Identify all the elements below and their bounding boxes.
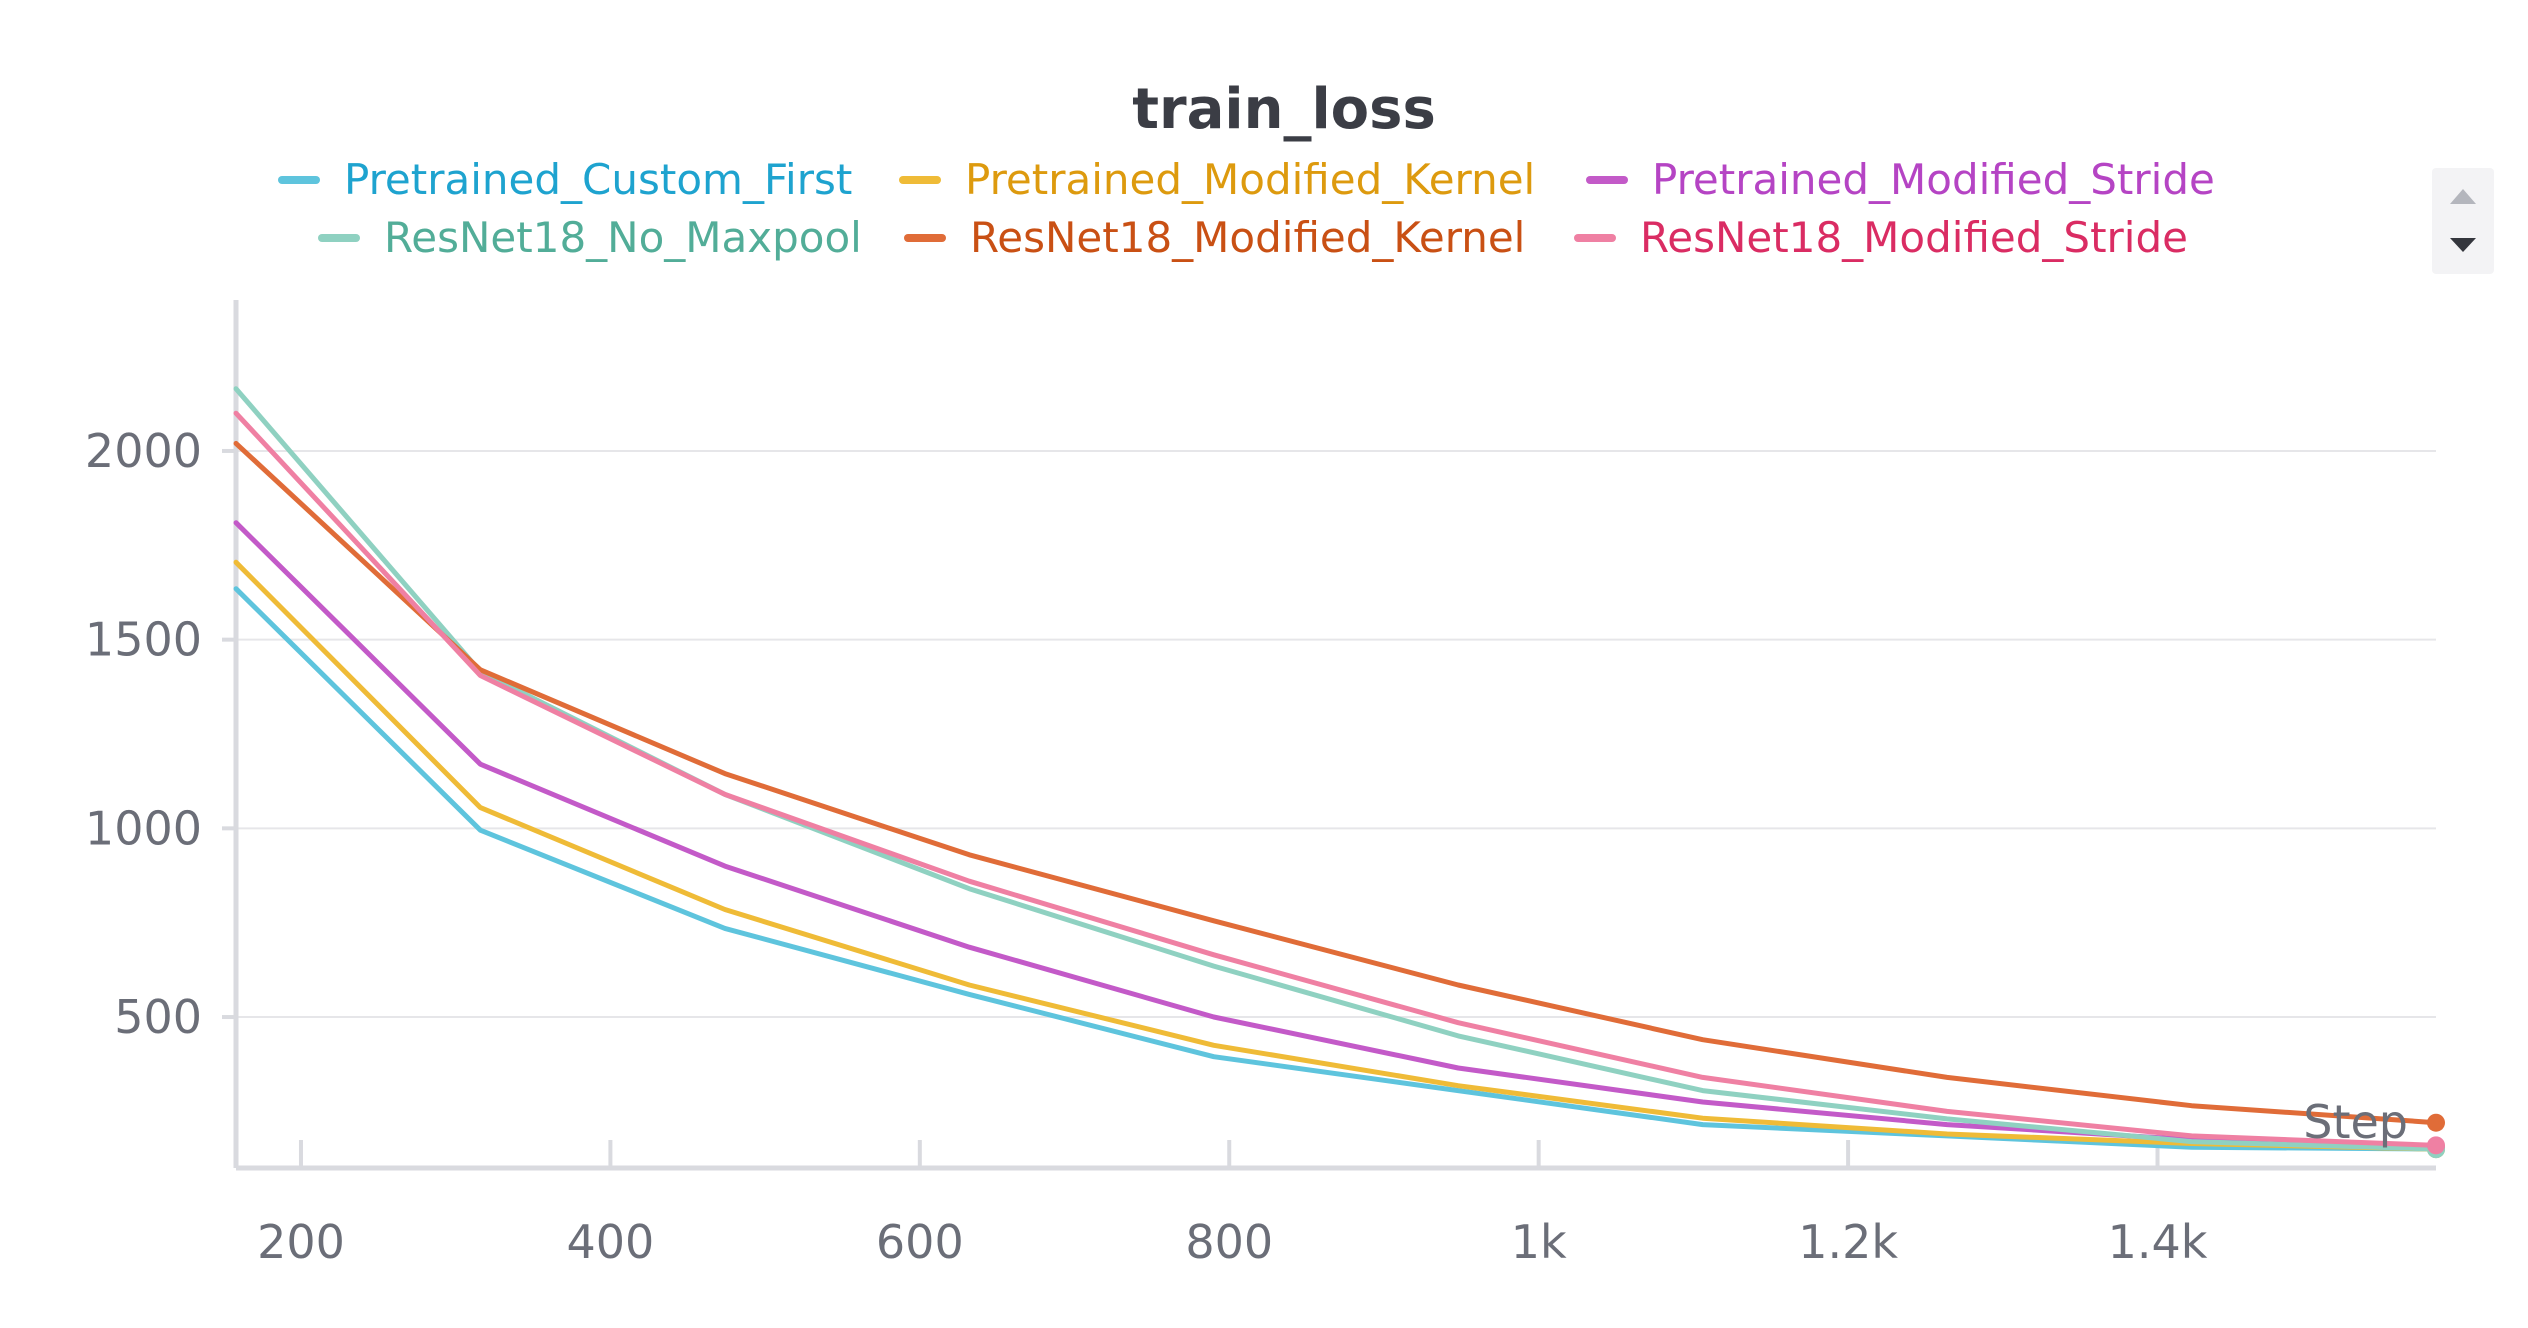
series-end-point-ResNet18_Modified_Stride xyxy=(2427,1136,2445,1155)
x-tick-label: 400 xyxy=(566,1215,654,1269)
series-line-ResNet18_Modified_Stride xyxy=(233,410,2439,1148)
x-tick-label: 600 xyxy=(876,1215,964,1269)
legend-label: ResNet18_No_Maxpool xyxy=(384,213,862,262)
x-tick-label: 1k xyxy=(1511,1215,1567,1269)
y-tick-label: 1500 xyxy=(85,613,202,667)
triangle-down-icon[interactable] xyxy=(2450,238,2476,252)
y-tick-label: 1000 xyxy=(85,801,202,855)
legend-scroll-track xyxy=(2432,168,2494,274)
series-lines xyxy=(233,386,2439,1152)
series-line-Pretrained_Modified_Stride xyxy=(233,520,2439,1150)
x-tick-label: 200 xyxy=(257,1215,345,1269)
x-axis-label: Step xyxy=(2303,1095,2408,1149)
series-line-Pretrained_Modified_Kernel xyxy=(233,559,2439,1152)
legend-item[interactable]: Pretrained_Modified_Stride xyxy=(1586,155,2215,204)
x-tick-label: 1.2k xyxy=(1798,1215,1898,1269)
x-axis-ticks: 200 400 600 800 1k 1.2k 1.4k xyxy=(257,1140,2208,1269)
legend-label: Pretrained_Modified_Kernel xyxy=(965,155,1535,204)
legend-label: Pretrained_Modified_Stride xyxy=(1652,155,2215,204)
series-line-ResNet18_Modified_Kernel xyxy=(233,440,2439,1126)
x-tick-label: 800 xyxy=(1185,1215,1273,1269)
legend-item[interactable]: ResNet18_No_Maxpool xyxy=(318,213,862,262)
x-tick-label: 1.4k xyxy=(2108,1215,2208,1269)
legend-item[interactable]: Pretrained_Modified_Kernel xyxy=(899,155,1535,204)
y-tick-label: 500 xyxy=(114,990,202,1044)
y-axis-ticks: 500 1000 1500 2000 xyxy=(85,424,236,1044)
chart-title: train_loss xyxy=(1132,77,1436,142)
series-end-point-ResNet18_Modified_Kernel xyxy=(2427,1113,2445,1132)
triangle-up-icon[interactable] xyxy=(2450,189,2476,204)
legend-label: Pretrained_Custom_First xyxy=(344,155,852,204)
legend-scroll[interactable] xyxy=(2432,168,2494,274)
axes xyxy=(233,300,2436,1171)
legend-label: ResNet18_Modified_Stride xyxy=(1640,213,2188,262)
series-line-ResNet18_No_Maxpool xyxy=(233,386,2439,1152)
legend-item[interactable]: Pretrained_Custom_First xyxy=(278,155,852,204)
legend-label: ResNet18_Modified_Kernel xyxy=(970,213,1525,262)
series-line-Pretrained_Custom_First xyxy=(233,586,2439,1152)
y-tick-label: 2000 xyxy=(85,424,202,478)
grid xyxy=(236,449,2436,1019)
legend-item[interactable]: ResNet18_Modified_Kernel xyxy=(904,213,1525,262)
legend-item[interactable]: ResNet18_Modified_Stride xyxy=(1574,213,2188,262)
series-end-points xyxy=(2427,1113,2445,1159)
legend: Pretrained_Custom_First Pretrained_Modifi… xyxy=(278,155,2215,262)
